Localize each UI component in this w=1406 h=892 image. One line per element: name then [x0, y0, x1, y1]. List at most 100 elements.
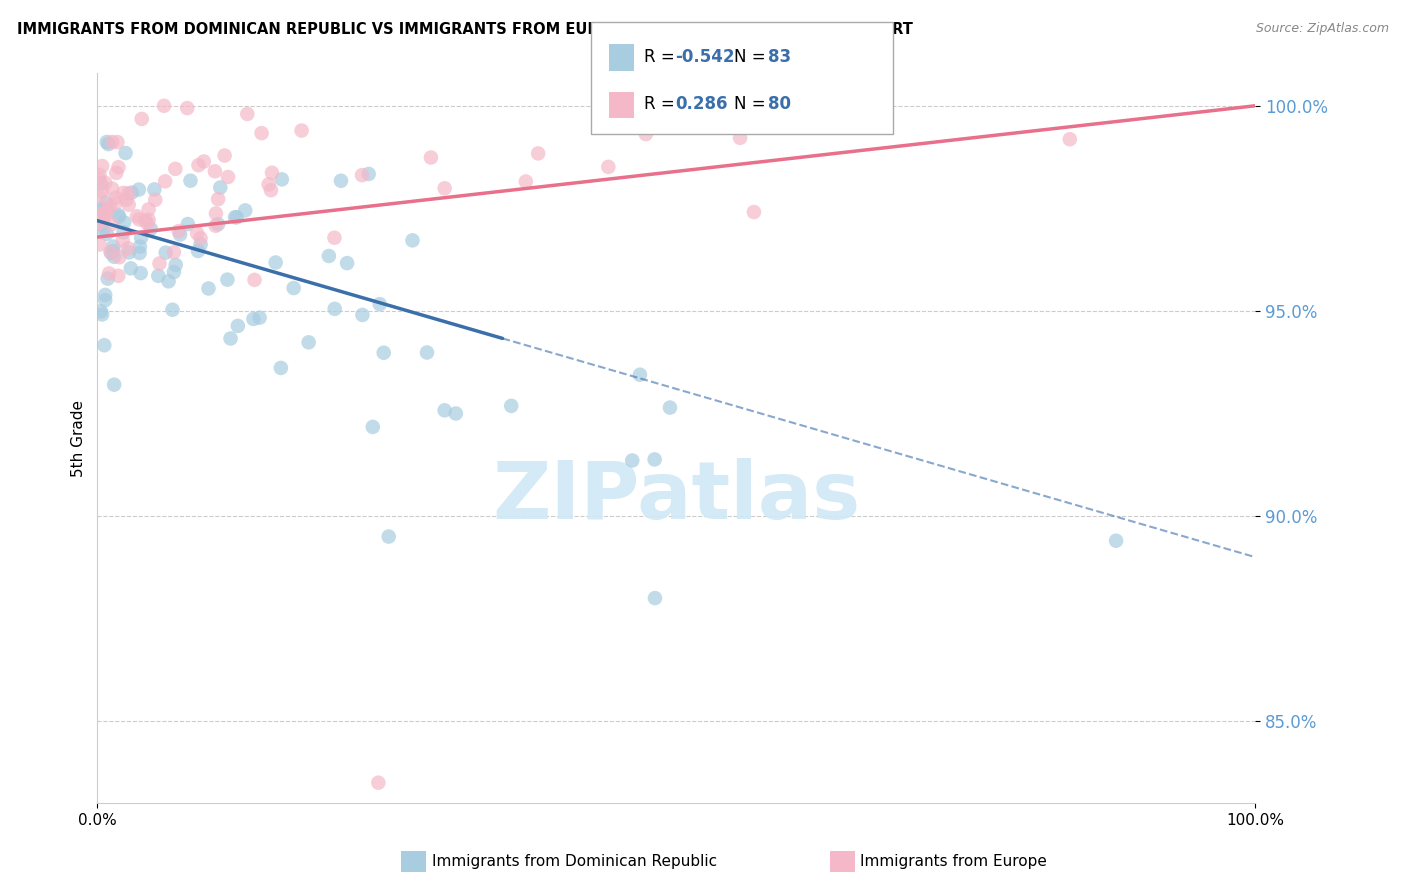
- Point: [373, 345, 395, 359]
- Point: [323, 301, 346, 316]
- Point: [190, 231, 212, 245]
- Text: Immigrants from Europe: Immigrants from Europe: [860, 855, 1047, 869]
- Point: [101, 135, 124, 149]
- Point: [96, 202, 118, 217]
- Point: [97, 137, 120, 152]
- Point: [96, 227, 118, 241]
- Point: [176, 101, 198, 115]
- Point: [162, 302, 184, 317]
- Point: [94, 176, 117, 190]
- Point: [242, 312, 264, 326]
- Point: [433, 181, 456, 195]
- Text: IMMIGRANTS FROM DOMINICAN REPUBLIC VS IMMIGRANTS FROM EUROPE 5TH GRADE CORRELATI: IMMIGRANTS FROM DOMINICAN REPUBLIC VS IM…: [17, 22, 912, 37]
- Point: [350, 168, 373, 182]
- Point: [598, 160, 620, 174]
- Point: [98, 199, 121, 213]
- Point: [104, 196, 127, 211]
- Point: [89, 237, 111, 252]
- Point: [90, 204, 112, 219]
- Text: R =: R =: [644, 48, 681, 66]
- Point: [634, 127, 657, 141]
- Point: [96, 135, 118, 149]
- Point: [94, 195, 117, 210]
- Point: [118, 197, 141, 211]
- Point: [138, 212, 160, 227]
- Point: [103, 239, 125, 253]
- Point: [527, 146, 550, 161]
- Point: [165, 161, 187, 176]
- Point: [169, 227, 191, 242]
- Point: [621, 453, 644, 467]
- Point: [89, 168, 111, 182]
- Point: [377, 530, 399, 544]
- Point: [291, 123, 314, 137]
- Point: [87, 172, 110, 186]
- Point: [190, 237, 212, 252]
- Point: [330, 174, 353, 188]
- Point: [361, 420, 384, 434]
- Point: [118, 245, 141, 260]
- Point: [357, 167, 380, 181]
- Point: [138, 202, 160, 217]
- Point: [742, 205, 765, 219]
- Point: [264, 255, 287, 269]
- Point: [209, 180, 232, 194]
- Point: [103, 244, 125, 259]
- Point: [120, 261, 142, 276]
- Point: [101, 181, 124, 195]
- Point: [368, 297, 391, 311]
- Point: [283, 281, 305, 295]
- Point: [94, 288, 117, 302]
- Point: [111, 233, 134, 247]
- Point: [163, 265, 186, 279]
- Point: [250, 126, 273, 140]
- Point: [187, 158, 209, 172]
- Point: [100, 217, 122, 231]
- Point: [90, 214, 112, 228]
- Point: [163, 245, 186, 260]
- Point: [90, 304, 112, 318]
- Text: ZIPatlas: ZIPatlas: [492, 458, 860, 535]
- Point: [217, 272, 239, 286]
- Point: [205, 206, 228, 220]
- Point: [155, 245, 177, 260]
- Point: [515, 175, 537, 189]
- Point: [87, 217, 110, 231]
- Point: [103, 377, 125, 392]
- Text: N =: N =: [734, 48, 770, 66]
- Point: [143, 193, 166, 207]
- Point: [420, 151, 443, 165]
- Point: [226, 318, 249, 333]
- Point: [401, 233, 423, 247]
- Point: [260, 166, 283, 180]
- Point: [107, 208, 129, 222]
- Point: [96, 206, 118, 220]
- Point: [628, 368, 651, 382]
- Point: [352, 308, 374, 322]
- Point: [197, 281, 219, 295]
- Point: [93, 338, 115, 352]
- Point: [107, 135, 129, 149]
- Point: [148, 268, 170, 283]
- Point: [91, 308, 114, 322]
- Point: [224, 210, 246, 224]
- Point: [193, 154, 215, 169]
- Point: [104, 191, 127, 205]
- Point: [243, 273, 266, 287]
- Point: [131, 112, 153, 126]
- Text: Immigrants from Dominican Republic: Immigrants from Dominican Republic: [432, 855, 717, 869]
- Point: [153, 174, 176, 188]
- Point: [416, 345, 439, 359]
- Point: [90, 177, 112, 191]
- Point: [117, 241, 139, 255]
- Point: [659, 401, 682, 415]
- Point: [129, 239, 152, 253]
- Point: [117, 186, 139, 201]
- Point: [204, 164, 226, 178]
- Point: [108, 210, 131, 224]
- Text: 83: 83: [768, 48, 790, 66]
- Point: [257, 178, 280, 192]
- Text: R =: R =: [644, 95, 685, 113]
- Point: [249, 310, 271, 325]
- Point: [136, 217, 159, 231]
